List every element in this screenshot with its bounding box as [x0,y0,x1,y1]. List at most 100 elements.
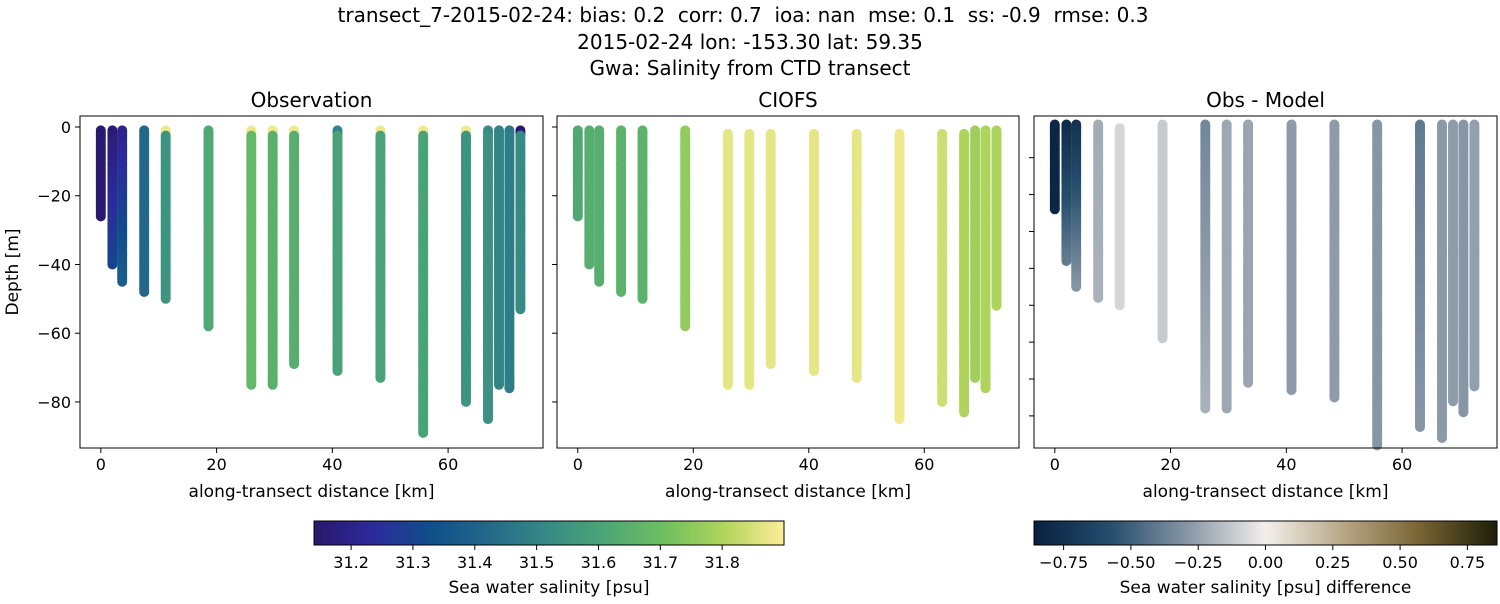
data-point [504,383,514,393]
station-profile [970,125,980,383]
axes-frame [557,116,1019,448]
data-point [333,366,343,376]
station-profile [809,129,819,376]
data-point [107,260,117,270]
x-tick-label: 0 [573,455,583,474]
station-profile [680,125,690,331]
station-profile [289,125,299,369]
station-profile [1115,123,1125,310]
y-tick-label: −20 [37,187,71,206]
x-tick-label: 20 [683,455,703,474]
data-point [1093,293,1103,303]
data-point [970,373,980,383]
data-point [959,407,969,417]
data-point [1061,256,1071,266]
station-profile [573,125,583,221]
station-profile [895,129,905,424]
station-profile [1093,120,1103,303]
data-point [96,211,106,221]
data-point [375,373,385,383]
station-profile [418,125,428,438]
data-point [723,380,733,390]
data-point [268,380,278,390]
station-profile [515,125,525,314]
station-profile [107,125,117,269]
data-point [616,287,626,297]
data-point [584,260,594,270]
x-tick-label: 60 [438,455,458,474]
station-profile [161,125,171,303]
axes-frame [80,116,543,448]
data-point [246,380,256,390]
y-tick-label: −60 [37,324,71,343]
station-profile [333,125,343,376]
data-point [289,359,299,369]
station-profile [992,125,1002,310]
station-profile [483,125,493,424]
station-profile [1050,120,1060,215]
data-point [483,414,493,424]
station-profile [117,125,127,286]
y-tick-label: 0 [61,118,71,137]
data-point [638,294,648,304]
data-point [981,383,991,393]
x-axis-label: along-transect distance [km] [665,482,911,502]
data-point [1115,300,1125,310]
data-point [461,397,471,407]
station-profile [139,125,149,297]
station-profile [504,125,514,393]
data-point [852,373,862,383]
x-axis-label: along-transect distance [km] [189,482,435,502]
station-profile [937,129,947,407]
data-point [992,301,1002,311]
station-profile [981,125,991,393]
data-point [594,277,604,287]
y-tick-label: −80 [37,393,71,412]
data-point [139,287,149,297]
station-profile [96,125,106,221]
data-point [895,414,905,424]
data-point [1158,333,1168,343]
station-profile [494,125,504,389]
data-point [1050,204,1060,214]
station-profile [1200,120,1210,414]
station-profile [959,129,969,417]
station-profile [638,125,648,303]
x-tick-label: 40 [799,455,819,474]
x-tick-label: 60 [914,455,934,474]
station-profile [375,125,385,383]
station-profile [246,125,256,389]
station-profile [852,129,862,383]
station-profile [1071,120,1081,292]
station-profile [766,129,776,369]
station-profile [594,125,604,286]
data-point [1071,282,1081,292]
data-point [161,294,171,304]
panel-title: CIOFS [758,88,817,112]
station-profile [1158,120,1168,344]
data-point [418,428,428,438]
suptitle-line-1: transect_7-2015-02-24: bias: 0.2 corr: 0… [338,3,1149,27]
data-point [117,277,127,287]
station-profile [461,125,471,407]
data-point [494,380,504,390]
station-profile [268,125,278,389]
x-tick-label: 20 [206,455,226,474]
data-point [744,380,754,390]
station-profile [744,129,754,390]
suptitle-line-2: 2015-02-24 lon: -153.30 lat: 59.35 [577,30,923,54]
data-point [680,321,690,331]
y-axis-label: Depth [m] [3,228,23,315]
x-tick-label: 0 [96,455,106,474]
data-point [515,304,525,314]
panel-title: Observation [251,88,373,112]
data-point [809,366,819,376]
data-point [573,211,583,221]
station-profile [1061,120,1071,267]
suptitle-line-3: Gwa: Salinity from CTD transect [590,56,911,80]
